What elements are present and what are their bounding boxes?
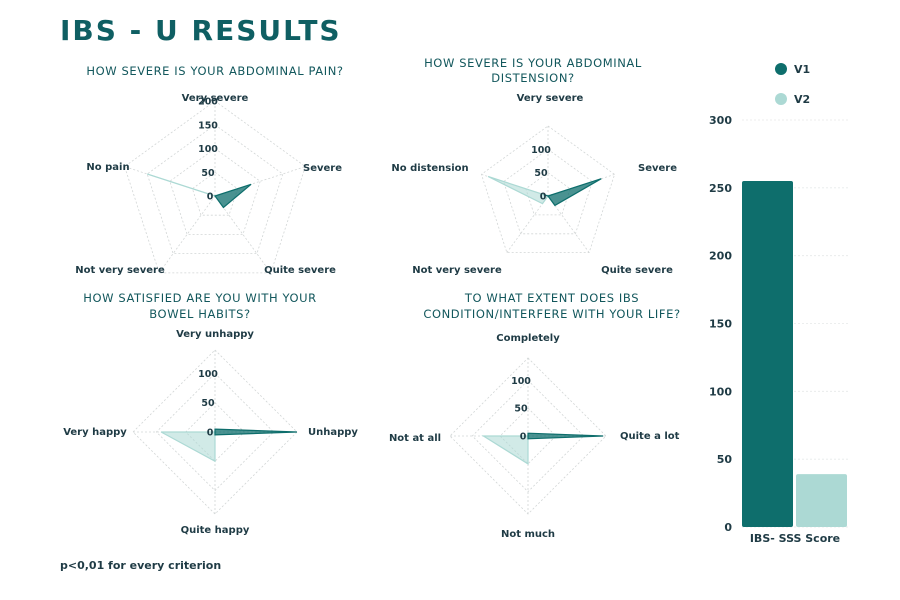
grid-ring	[191, 171, 239, 216]
radar-chart-4: TO WHAT EXTENT DOES IBS CONDITION/INTERFE…	[389, 291, 680, 540]
legend-swatch-v2	[775, 93, 787, 105]
axis-label: Completely	[496, 333, 560, 344]
axis-label: Very severe	[517, 93, 584, 104]
series-v1-area	[543, 178, 602, 207]
y-tick-label: 200	[709, 250, 732, 263]
grid-ring	[146, 124, 284, 255]
axis-label: Not very severe	[75, 265, 165, 276]
legend-label-v2: V2	[794, 93, 810, 106]
axis-label: Severe	[303, 163, 342, 174]
axis-label: Very unhappy	[176, 329, 254, 340]
y-tick-label: 300	[709, 114, 732, 127]
y-tick-label: 150	[709, 318, 732, 331]
tick-label: 0	[207, 428, 214, 439]
tick-label: 50	[534, 168, 548, 179]
grid-spoke	[158, 195, 216, 274]
bar-v1	[742, 181, 793, 528]
axis-label: Unhappy	[308, 427, 358, 438]
y-tick-label: 0	[724, 521, 732, 534]
radar-chart-1: HOW SEVERE IS YOUR ABDOMINAL PAIN? 0 50 100…	[75, 64, 343, 276]
radar-title: BOWEL HABITS?	[149, 307, 250, 321]
grid-ring	[471, 379, 585, 493]
axis-label: No distension	[391, 163, 468, 174]
series-v2-area	[481, 435, 529, 465]
page-title: IBS - U RESULTS	[60, 14, 342, 47]
tick-label: 150	[198, 120, 218, 131]
axis-label: Severe	[638, 163, 677, 174]
legend-swatch-v1	[775, 63, 787, 75]
tick-label: 0	[520, 432, 527, 443]
axis-label: No pain	[86, 162, 129, 173]
grid-ring	[124, 100, 306, 274]
grid-ring	[132, 349, 298, 515]
grid-spoke	[506, 195, 549, 253]
grid-ring	[480, 125, 616, 254]
axis-label: Quite severe	[601, 265, 673, 276]
axis-label: Not at all	[389, 433, 441, 444]
tick-label: 50	[201, 168, 215, 179]
grid-ring	[155, 372, 275, 492]
tick-label: 50	[514, 404, 528, 415]
series-v2-area	[160, 431, 216, 463]
tick-label: 0	[207, 192, 214, 203]
y-tick-label: 100	[709, 385, 732, 398]
radar-title: DISTENSION?	[491, 71, 575, 85]
footnote: p<0,01 for every criterion	[60, 559, 222, 572]
bar-v2	[796, 474, 847, 527]
axis-label: Quite a lot	[620, 431, 680, 442]
bar-chart: 0 50 100 150 200 250 300 IBS- SSS Score V1 V2	[709, 63, 848, 545]
axis-label: Not much	[501, 529, 555, 540]
axis-label: Very severe	[182, 93, 249, 104]
grid-ring	[525, 172, 571, 216]
legend-label-v1: V1	[794, 63, 810, 76]
series-v1-area	[527, 432, 604, 440]
tick-label: 100	[531, 145, 551, 156]
axis-label: Quite severe	[264, 265, 336, 276]
y-tick-label: 50	[717, 453, 733, 466]
grid-ring	[169, 148, 261, 235]
radar-title: TO WHAT EXTENT DOES IBS	[464, 291, 639, 305]
tick-label: 100	[511, 376, 531, 387]
y-tick-label: 250	[709, 182, 732, 195]
series-v1-area	[214, 183, 252, 209]
tick-label: 0	[540, 192, 547, 203]
radar-title: CONDITION/INTERFERE WITH YOUR LIFE?	[423, 307, 680, 321]
tick-label: 100	[198, 144, 218, 155]
axis-label: Not very severe	[412, 265, 502, 276]
x-category-label: IBS- SSS Score	[750, 532, 840, 545]
radar-title: HOW SATISFIED ARE YOU WITH YOUR	[83, 291, 317, 305]
grid-ring	[503, 148, 593, 235]
tick-label: 100	[198, 369, 218, 380]
radar-title: HOW SEVERE IS YOUR ABDOMINAL	[424, 56, 642, 70]
radar-chart-3: HOW SATISFIED ARE YOU WITH YOUR BOWEL HAB…	[63, 291, 358, 536]
axis-label: Very happy	[63, 427, 127, 438]
axis-label: Quite happy	[181, 525, 250, 536]
tick-label: 50	[201, 398, 215, 409]
series-v2-area	[147, 173, 216, 197]
radar-title: HOW SEVERE IS YOUR ABDOMINAL PAIN?	[86, 64, 343, 78]
tick-label: 200	[198, 97, 218, 108]
series-v1-area	[214, 428, 298, 436]
